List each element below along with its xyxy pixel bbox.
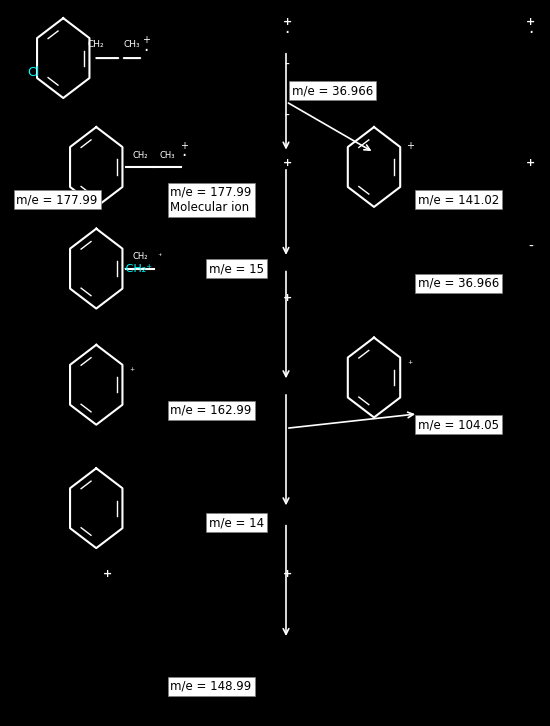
Text: ⁺: ⁺ [407,360,412,370]
Text: +: + [283,158,292,168]
Text: +: + [142,35,150,45]
Text: -: - [285,109,289,123]
Text: m/e = 14: m/e = 14 [209,516,264,529]
Text: m/e = 162.99: m/e = 162.99 [170,404,252,417]
Text: ⁺: ⁺ [129,367,135,378]
Text: m/e = 141.02: m/e = 141.02 [418,193,499,206]
Text: +: + [283,568,292,579]
Text: ·CH₂⁺: ·CH₂⁺ [123,264,152,274]
Text: +: + [283,293,292,303]
Text: CH₂: CH₂ [133,252,148,261]
Text: CH₃: CH₃ [124,40,140,49]
Text: +: + [526,158,535,168]
Text: m/e = 15: m/e = 15 [209,262,264,275]
Text: ·: · [284,24,290,41]
Text: CH₃: CH₃ [160,150,175,160]
Text: ⁺: ⁺ [157,252,162,261]
Text: ·: · [528,24,534,41]
Text: CH₂: CH₂ [133,150,148,160]
Text: CH₂: CH₂ [88,40,104,49]
Text: Cl: Cl [27,66,39,79]
Text: ·: · [143,42,148,60]
Text: +: + [103,568,112,579]
Text: m/e = 177.99: m/e = 177.99 [16,193,98,206]
Text: ·: · [182,147,187,166]
Text: m/e = 148.99: m/e = 148.99 [170,680,252,693]
Text: m/e = 36.966: m/e = 36.966 [292,84,373,97]
Text: m/e = 177.99
Molecular ion: m/e = 177.99 Molecular ion [170,186,252,213]
Text: +: + [283,17,292,27]
Text: +: + [406,141,414,151]
Text: -: - [285,58,289,73]
Text: -: - [529,240,533,254]
Text: m/e = 104.05: m/e = 104.05 [418,418,499,431]
Text: +: + [180,141,188,151]
Text: +: + [526,17,535,27]
Text: m/e = 36.966: m/e = 36.966 [418,277,499,290]
